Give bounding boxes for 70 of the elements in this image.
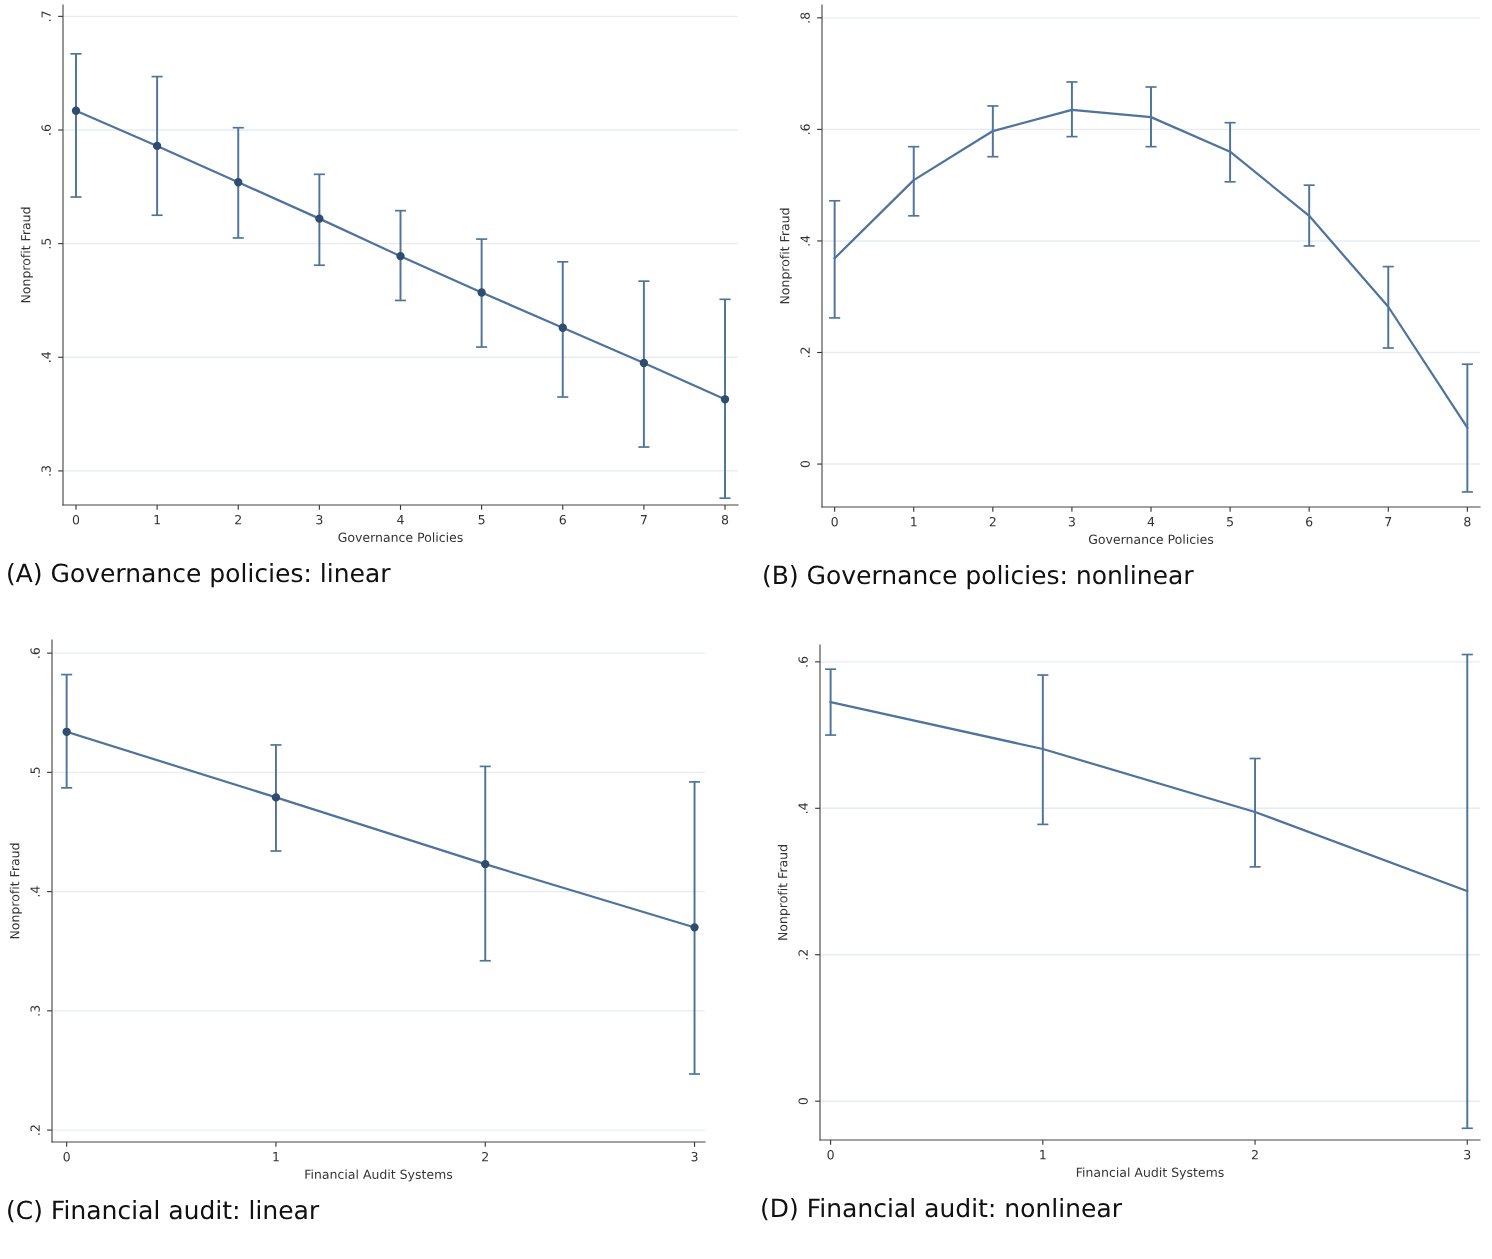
x-axis-title: Governance Policies xyxy=(338,532,463,543)
y-tick-label: .6 xyxy=(800,124,810,135)
x-tick-label: 6 xyxy=(559,514,566,525)
y-tick-label: .6 xyxy=(30,647,40,658)
y-tick-label: .2 xyxy=(798,950,808,960)
point xyxy=(71,106,81,115)
y-tick-label: .2 xyxy=(30,1125,40,1135)
point xyxy=(690,923,699,932)
x-tick-label: 0 xyxy=(831,516,838,527)
point xyxy=(720,395,730,404)
y-axis-title: Nonprofit Fraud xyxy=(777,845,790,940)
x-axis-title: Financial Audit Systems xyxy=(1076,1167,1224,1180)
y-tick-label: .6 xyxy=(798,656,808,667)
text: (B) Governance policies: nonlinear xyxy=(764,565,1194,590)
x-tick-label: 2 xyxy=(235,514,241,525)
point xyxy=(558,323,567,332)
x-tick-label: 1 xyxy=(1040,1150,1046,1160)
text: (C) Financial audit: linear xyxy=(8,1200,320,1223)
y-tick-label: .7 xyxy=(41,11,51,21)
x-tick-label: 3 xyxy=(691,1151,698,1162)
x-tick-label: 7 xyxy=(1385,517,1392,527)
text: (D) Financial audit: nonlinear xyxy=(762,1198,1122,1221)
point xyxy=(315,214,324,223)
point xyxy=(481,860,490,869)
y-tick-label: .4 xyxy=(800,235,810,246)
y-axis-title: Nonprofit Fraud xyxy=(779,208,792,304)
y-tick-label: .6 xyxy=(41,124,51,135)
x-tick-label: 2 xyxy=(989,516,996,527)
x-tick-label: 1 xyxy=(273,1152,279,1162)
y-axis-title: Nonprofit Fraud xyxy=(9,843,22,939)
point xyxy=(639,358,649,368)
y-tick-label: .4 xyxy=(798,803,808,813)
y-tick-label: .8 xyxy=(800,12,810,23)
point xyxy=(152,141,162,151)
point xyxy=(62,727,71,736)
point xyxy=(477,288,486,297)
x-tick-label: 2 xyxy=(1251,1149,1258,1160)
x-tick-label: 0 xyxy=(827,1149,834,1160)
x-tick-label: 0 xyxy=(63,1151,70,1162)
y-tick-label: .5 xyxy=(41,238,51,249)
y-axis-title: Nonprofit Fraud xyxy=(20,207,33,303)
x-tick-label: 3 xyxy=(1068,516,1075,527)
x-tick-label: 8 xyxy=(721,514,729,525)
y-tick-label: .3 xyxy=(41,465,51,476)
x-tick-label: 4 xyxy=(1147,517,1155,527)
x-tick-label: 7 xyxy=(640,515,647,525)
y-tick-label: 0 xyxy=(798,1098,808,1105)
x-tick-label: 1 xyxy=(911,517,917,527)
point xyxy=(271,793,281,802)
text: (A) Governance policies: linear xyxy=(8,563,391,588)
x-tick-label: 3 xyxy=(1464,1149,1471,1160)
point xyxy=(396,251,405,261)
y-tick-label: .3 xyxy=(30,1005,40,1016)
x-tick-label: 5 xyxy=(1227,517,1233,527)
x-tick-label: 5 xyxy=(478,515,485,525)
x-tick-label: 6 xyxy=(1306,516,1313,527)
y-tick-label: .4 xyxy=(41,352,51,362)
x-tick-label: 4 xyxy=(397,515,404,525)
x-axis-title: Financial Audit Systems xyxy=(305,1169,453,1182)
x-tick-label: 0 xyxy=(72,514,80,525)
x-tick-label: 1 xyxy=(154,515,160,525)
point xyxy=(234,178,243,187)
y-tick-label: .5 xyxy=(30,767,40,777)
x-axis-title: Governance Policies xyxy=(1088,534,1214,545)
x-tick-label: 3 xyxy=(316,514,323,525)
y-tick-label: .4 xyxy=(30,886,40,897)
y-tick-label: .2 xyxy=(800,347,810,358)
y-tick-label: 0 xyxy=(800,460,810,468)
x-tick-label: 8 xyxy=(1464,516,1471,527)
x-tick-label: 2 xyxy=(482,1151,488,1162)
